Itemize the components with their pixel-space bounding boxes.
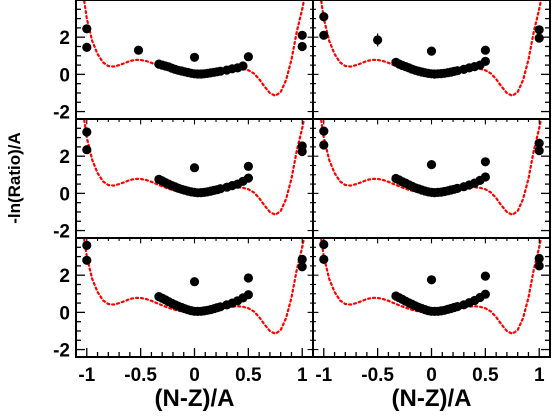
data-point bbox=[319, 126, 329, 136]
x-tick-label: 0 bbox=[426, 365, 437, 386]
data-point bbox=[82, 255, 92, 265]
fit-curve bbox=[319, 119, 543, 217]
y-tick-label: -2 bbox=[53, 341, 70, 362]
x-tick-label: -1 bbox=[315, 365, 332, 386]
data-point bbox=[189, 52, 200, 62]
y-tick-label: 0 bbox=[59, 184, 70, 205]
data-point bbox=[297, 30, 307, 40]
data-point bbox=[297, 254, 307, 264]
panel-middle-left bbox=[82, 119, 307, 217]
data-point bbox=[534, 253, 544, 264]
y-axis-title: -ln(Ratio)/A bbox=[5, 132, 24, 224]
data-point bbox=[426, 160, 437, 170]
data-point bbox=[319, 12, 329, 22]
data-point bbox=[243, 290, 253, 300]
y-tick-label: -2 bbox=[53, 222, 70, 243]
data-point bbox=[297, 146, 307, 157]
x-tick-label: -0.5 bbox=[124, 365, 157, 386]
data-point bbox=[373, 35, 383, 45]
data-point bbox=[189, 163, 200, 173]
data-point bbox=[319, 239, 329, 250]
x-tick-label: 0.5 bbox=[472, 365, 499, 386]
data-point bbox=[319, 254, 329, 264]
y-tick-label: 2 bbox=[59, 28, 70, 49]
panel-middle-right bbox=[319, 119, 544, 217]
y-tick-label: 2 bbox=[59, 266, 70, 287]
data-point bbox=[534, 138, 544, 148]
data-point bbox=[480, 45, 490, 55]
data-point bbox=[426, 46, 437, 56]
data-point bbox=[480, 56, 490, 66]
x-tick-label: 1 bbox=[534, 365, 545, 386]
data-point bbox=[82, 42, 92, 53]
data-point bbox=[297, 262, 307, 272]
data-point bbox=[426, 275, 437, 285]
y-tick-label: 0 bbox=[59, 303, 70, 324]
data-point bbox=[534, 261, 544, 271]
data-point bbox=[82, 24, 92, 34]
y-tick-label: 0 bbox=[59, 65, 70, 86]
data-point bbox=[480, 271, 490, 281]
fit-curve bbox=[82, 238, 306, 336]
panel-frames bbox=[75, 0, 551, 358]
data-point bbox=[243, 173, 253, 183]
x-tick-label: 0.5 bbox=[235, 365, 262, 386]
data-point bbox=[480, 157, 490, 167]
data-point bbox=[480, 172, 490, 182]
data-point bbox=[534, 25, 544, 35]
data-point bbox=[534, 146, 544, 156]
x-tick-label: -0.5 bbox=[361, 365, 394, 386]
x-tick-label: 1 bbox=[297, 365, 308, 386]
panel-top-right bbox=[319, 0, 544, 98]
data-point bbox=[319, 30, 329, 40]
x-tick-label: 0 bbox=[189, 365, 200, 386]
panel-bottom-left bbox=[82, 238, 307, 336]
data-point bbox=[82, 127, 92, 137]
panel-bottom-right bbox=[319, 238, 544, 336]
axis-ticks: -1 -0.5 0 0.5 1 -1 -0.5 0 0.5 1 -2 0 2 -2 0 2 -2 0 2 bbox=[53, 8, 550, 386]
x-tick-label: -1 bbox=[78, 365, 95, 386]
y-tick-label: 2 bbox=[59, 147, 70, 168]
data-point bbox=[133, 45, 144, 55]
data-point bbox=[243, 161, 253, 171]
data-point bbox=[297, 41, 307, 52]
data-point bbox=[480, 289, 490, 299]
x-axis-title-left: (N-Z)/A bbox=[155, 385, 235, 412]
data-point bbox=[319, 140, 329, 150]
fit-curve bbox=[82, 119, 306, 217]
data-point bbox=[238, 61, 248, 71]
y-tick-label: -2 bbox=[53, 103, 70, 124]
x-axis-title-right: (N-Z)/A bbox=[392, 385, 472, 412]
data-point bbox=[82, 240, 92, 250]
panel-top-left bbox=[82, 0, 307, 98]
fit-curve bbox=[82, 0, 306, 98]
data-point bbox=[82, 145, 92, 155]
data-point bbox=[189, 277, 200, 287]
data-point bbox=[534, 33, 544, 43]
data-point bbox=[243, 52, 253, 62]
data-point bbox=[243, 273, 253, 283]
